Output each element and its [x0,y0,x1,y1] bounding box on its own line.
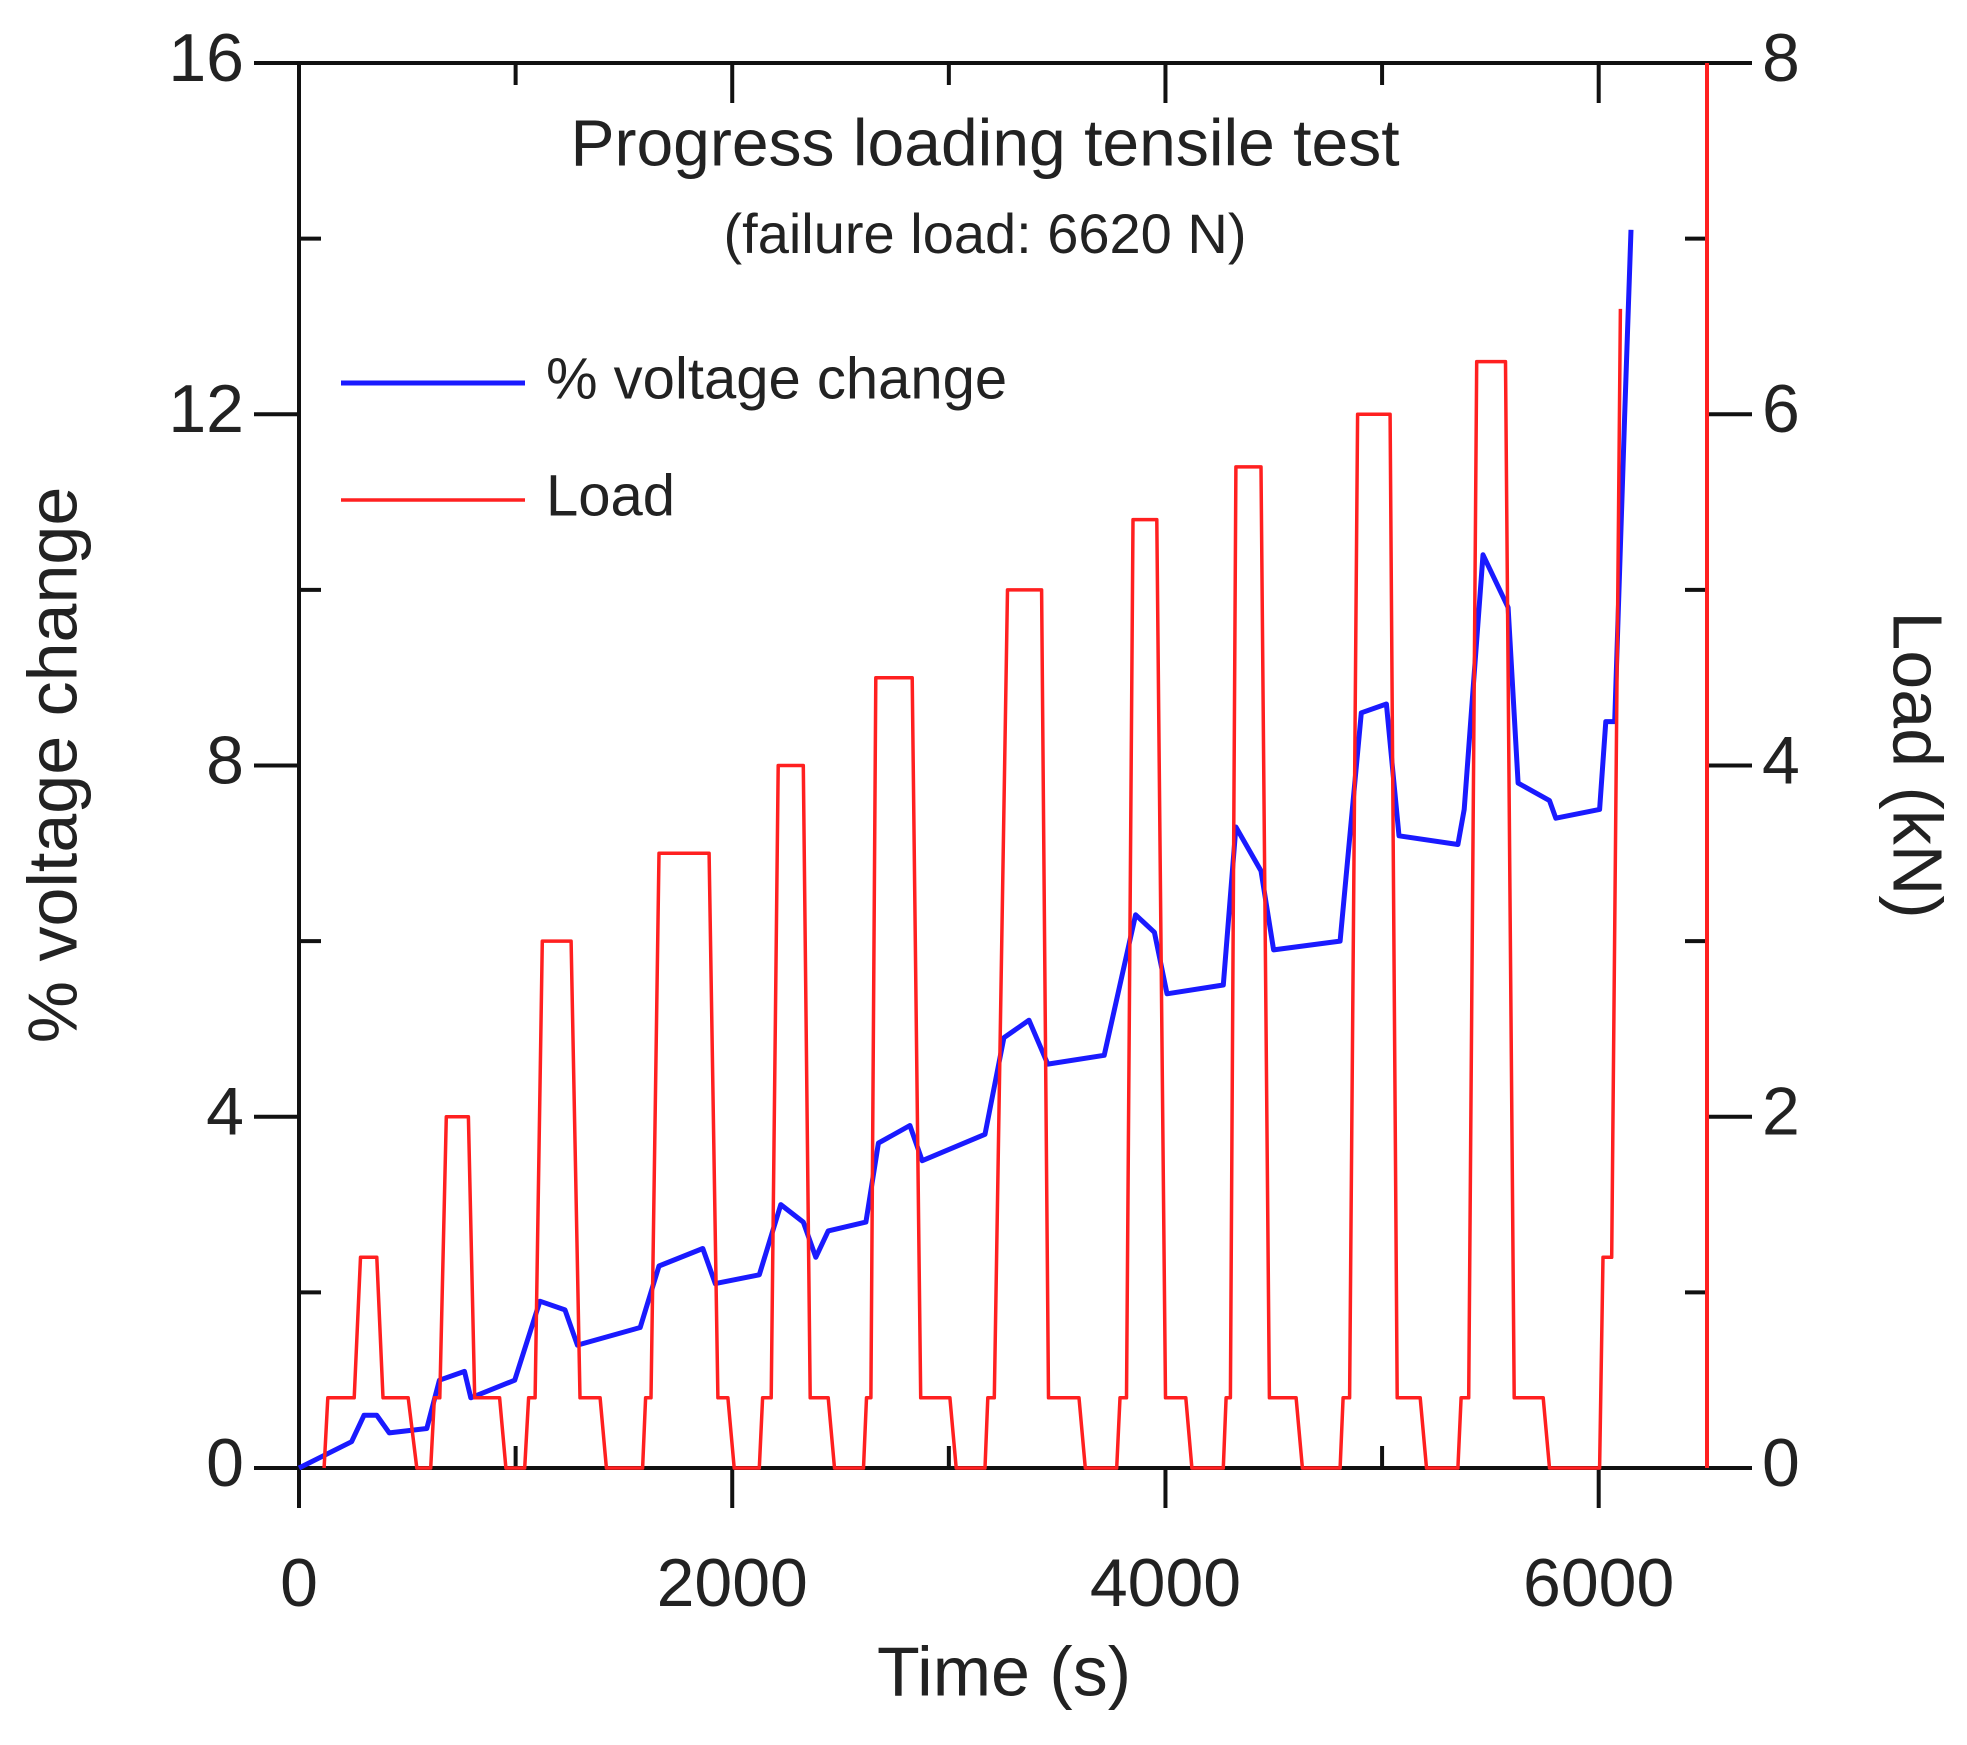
y-axis-label: % voltage change [13,487,91,1044]
x-axis-label: Time (s) [877,1632,1131,1710]
series-line [297,229,1634,1471]
series-line [322,308,1623,1470]
y2-axis-label: Load (kN) [1879,611,1957,918]
x-tick-label: 6000 [1523,1545,1674,1621]
legend-label: Load [546,463,675,528]
x-tick-label: 2000 [657,1545,808,1621]
y2-tick-label: 0 [1762,1425,1800,1501]
y2-tick-label: 2 [1762,1074,1800,1150]
x-tick-label: 4000 [1090,1545,1241,1621]
legend-label: % voltage change [546,346,1007,411]
y-tick-label: 4 [206,1074,244,1150]
x-tick-label: 0 [280,1545,318,1621]
y-tick-label: 12 [168,371,244,447]
chart-title: Progress loading tensile test [570,105,1399,179]
y-tick-label: 0 [206,1425,244,1501]
y2-tick-label: 6 [1762,371,1800,447]
y-tick-label: 8 [206,722,244,798]
y2-tick-label: 4 [1762,722,1800,798]
y2-tick-label: 8 [1762,20,1800,96]
y-tick-label: 16 [168,20,244,96]
chart-subtitle: (failure load: 6620 N) [724,202,1247,265]
